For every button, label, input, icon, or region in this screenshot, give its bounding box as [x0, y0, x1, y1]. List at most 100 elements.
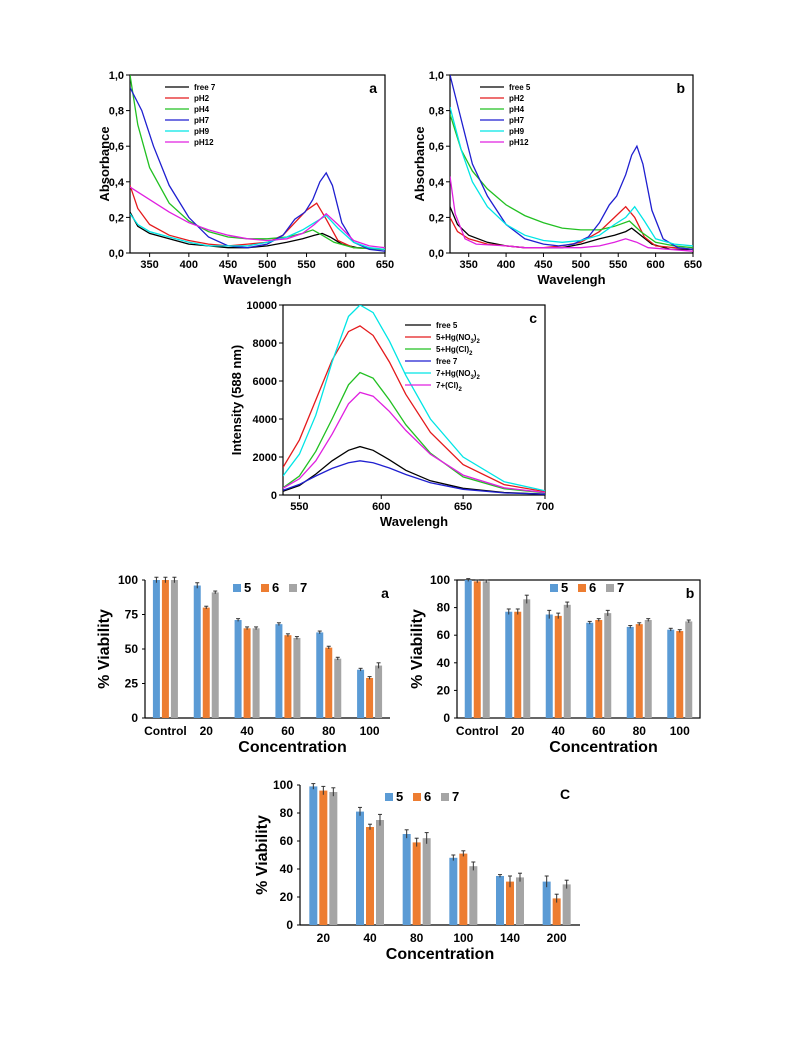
legend-label: 7 — [617, 580, 624, 595]
series-line-4 — [450, 75, 693, 251]
x-tick-label: 600 — [646, 259, 664, 271]
x-tick-label: 650 — [376, 259, 394, 271]
x-tick-label: 400 — [497, 259, 515, 271]
y-axis-label: % Viability — [255, 815, 271, 895]
legend-label: 5 — [396, 789, 403, 804]
x-tick-label: 80 — [633, 724, 647, 738]
plot-frame — [282, 304, 546, 496]
bar-series-6 — [595, 620, 603, 718]
x-tick-label: 650 — [454, 501, 472, 513]
bar-series-5 — [626, 626, 634, 718]
legend-swatch — [261, 584, 269, 592]
legend-label-main: 7+Hg(NO — [436, 369, 470, 378]
legend-swatch — [385, 793, 393, 801]
legend-label: 5+Hg(Cl)2 — [436, 345, 473, 357]
x-tick-label: 350 — [460, 259, 478, 271]
legend-label: free 5 — [509, 83, 531, 92]
legend-label: pH7 — [194, 116, 210, 125]
bar-series-5 — [449, 857, 458, 925]
legend-label-tail: ) — [474, 333, 477, 342]
y-tick-label: 80 — [280, 806, 294, 820]
bar-series-6 — [514, 611, 522, 718]
series-line-3 — [130, 75, 385, 251]
y-tick-label: 20 — [437, 683, 451, 697]
legend-label: pH12 — [194, 138, 214, 147]
x-tick-label: 600 — [372, 501, 390, 513]
x-tick-label: 40 — [552, 724, 566, 738]
y-axis-label: Absorbance — [97, 126, 112, 201]
plot-frame — [129, 74, 386, 254]
series-line-1 — [283, 445, 545, 495]
x-tick-label: 100 — [360, 724, 380, 738]
x-tick-label: 40 — [363, 931, 377, 945]
x-tick-label: 550 — [290, 501, 308, 513]
bar-series-7 — [516, 877, 524, 925]
panel-letter: C — [560, 786, 570, 802]
y-axis-label: Absorbance — [412, 126, 427, 201]
legend-label: free 5 — [436, 321, 458, 330]
x-tick-label: 20 — [317, 931, 331, 945]
bar-series-5 — [152, 580, 160, 718]
legend-label-sub: 3 — [470, 375, 474, 381]
legend-swatch — [578, 584, 586, 592]
y-tick-label: 0,4 — [429, 177, 445, 189]
series-line-5 — [130, 213, 385, 251]
y-tick-label: 10000 — [246, 300, 277, 312]
bar-series-5 — [496, 876, 504, 925]
legend-swatch — [233, 584, 241, 592]
bar-series-7 — [375, 665, 383, 718]
legend-label: free 7 — [194, 83, 216, 92]
bar-series-6 — [459, 853, 468, 925]
legend-swatch — [441, 793, 449, 801]
y-tick-label: 0,4 — [109, 177, 125, 189]
y-tick-label: 2000 — [253, 452, 277, 464]
bar-series-6 — [412, 842, 421, 925]
legend-label: pH9 — [509, 127, 525, 136]
y-axis-label: % Viability — [96, 609, 113, 689]
legend-label: pH4 — [194, 105, 210, 114]
chart-viability-c: 0 20 40 60 80 100 20 40 80 100 140 200 Concentration… — [255, 778, 580, 963]
legend-swatch — [606, 584, 614, 592]
bar-series-5 — [316, 632, 324, 718]
plot-frame — [456, 579, 701, 719]
series-line-6 — [283, 391, 545, 494]
legend-label: pH7 — [509, 116, 525, 125]
legend-label: 5+Hg(NO3)2 — [436, 333, 480, 345]
bar-series-6 — [325, 647, 333, 718]
y-tick-label: 100 — [273, 778, 293, 792]
y-axis-label: % Viability — [410, 609, 426, 689]
bar-series-5 — [234, 620, 242, 718]
legend-label: 5 — [244, 580, 251, 595]
x-axis-label: Concentration — [238, 739, 346, 756]
series-line-3 — [450, 114, 693, 249]
y-tick-label: 1,0 — [109, 70, 124, 82]
panel-letter: b — [676, 80, 685, 96]
y-tick-label: 50 — [125, 642, 139, 656]
y-tick-label: 0,0 — [429, 248, 444, 260]
legend-label: 7+Hg(NO3)2 — [436, 369, 480, 381]
panel-letter: b — [686, 585, 695, 601]
x-tick-label: 600 — [337, 259, 355, 271]
x-tick-label: 20 — [511, 724, 525, 738]
x-axis-label: Wavelengh — [537, 272, 605, 287]
legend-label-sub: 2 — [476, 339, 480, 345]
bar-series-5 — [357, 669, 365, 718]
x-tick-label: 650 — [684, 259, 702, 271]
x-tick-label: 20 — [200, 724, 214, 738]
bar-series-7 — [685, 621, 693, 718]
bar-series-5 — [667, 629, 675, 718]
bar-series-7 — [562, 884, 571, 925]
y-tick-label: 100 — [118, 573, 138, 587]
bar-series-6 — [635, 624, 643, 718]
legend-label: pH2 — [194, 94, 210, 103]
x-tick-label: 500 — [258, 259, 276, 271]
series-line-4 — [283, 460, 545, 495]
legend-label-main: 5+Hg(Cl) — [436, 345, 469, 354]
bar-series-7 — [644, 620, 652, 718]
bar-series-6 — [202, 607, 210, 718]
chart-absorbance-b: 350 400 450 500 550 600 650 0,0 0,2 0,4 0,6 0,8 1,0 W… — [412, 70, 702, 287]
y-tick-label: 0 — [131, 711, 138, 725]
legend-label: 7 — [300, 580, 307, 595]
bar-series-6 — [161, 580, 169, 718]
